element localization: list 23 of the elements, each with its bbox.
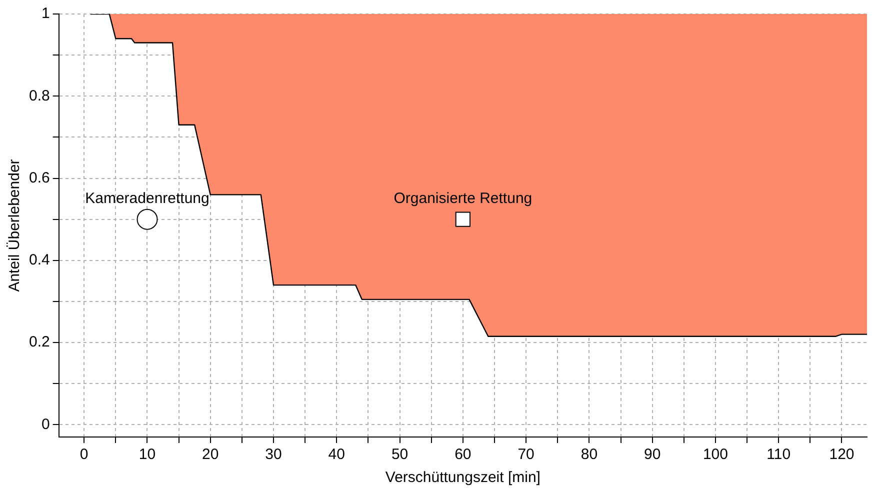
x-tick-label: 60	[454, 446, 472, 464]
x-axis-title: Verschüttungszeit [min]	[385, 469, 540, 486]
x-tick-label: 20	[202, 446, 219, 464]
x-tick-label: 40	[328, 446, 345, 464]
y-tick-label: 0.2	[28, 334, 50, 351]
series-label: Kameradenrettung	[85, 190, 210, 207]
x-tick-label: 120	[829, 446, 854, 464]
x-tick-label: 30	[265, 446, 282, 464]
y-tick-label: 0	[42, 416, 50, 433]
series-label: Organisierte Rettung	[394, 190, 532, 207]
y-tick-label: 1	[42, 5, 50, 22]
x-tick-label: 110	[766, 446, 791, 464]
x-tick-label: 80	[580, 446, 598, 464]
x-tick-label: 70	[518, 446, 534, 464]
x-tick-label: 100	[702, 446, 728, 464]
x-tick-label: 10	[138, 446, 156, 464]
y-tick-label: 0.4	[28, 252, 50, 269]
y-tick-label: 0.8	[28, 87, 50, 104]
y-axis-title: Anteil Überlebender	[6, 159, 24, 292]
x-tick-label: 0	[80, 446, 88, 464]
x-tick-label: 90	[644, 446, 661, 464]
y-tick-label: 0.6	[28, 169, 50, 186]
x-tick-label: 50	[391, 446, 408, 464]
